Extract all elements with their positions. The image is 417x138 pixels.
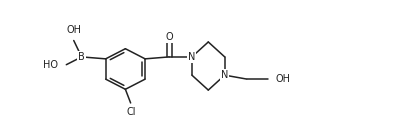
Text: B: B — [78, 52, 85, 62]
Text: HO: HO — [43, 60, 58, 70]
Text: OH: OH — [275, 74, 290, 84]
Text: N: N — [188, 52, 196, 62]
Text: Cl: Cl — [127, 107, 136, 117]
Text: O: O — [165, 32, 173, 42]
Text: OH: OH — [66, 25, 81, 35]
Text: N: N — [221, 70, 229, 80]
